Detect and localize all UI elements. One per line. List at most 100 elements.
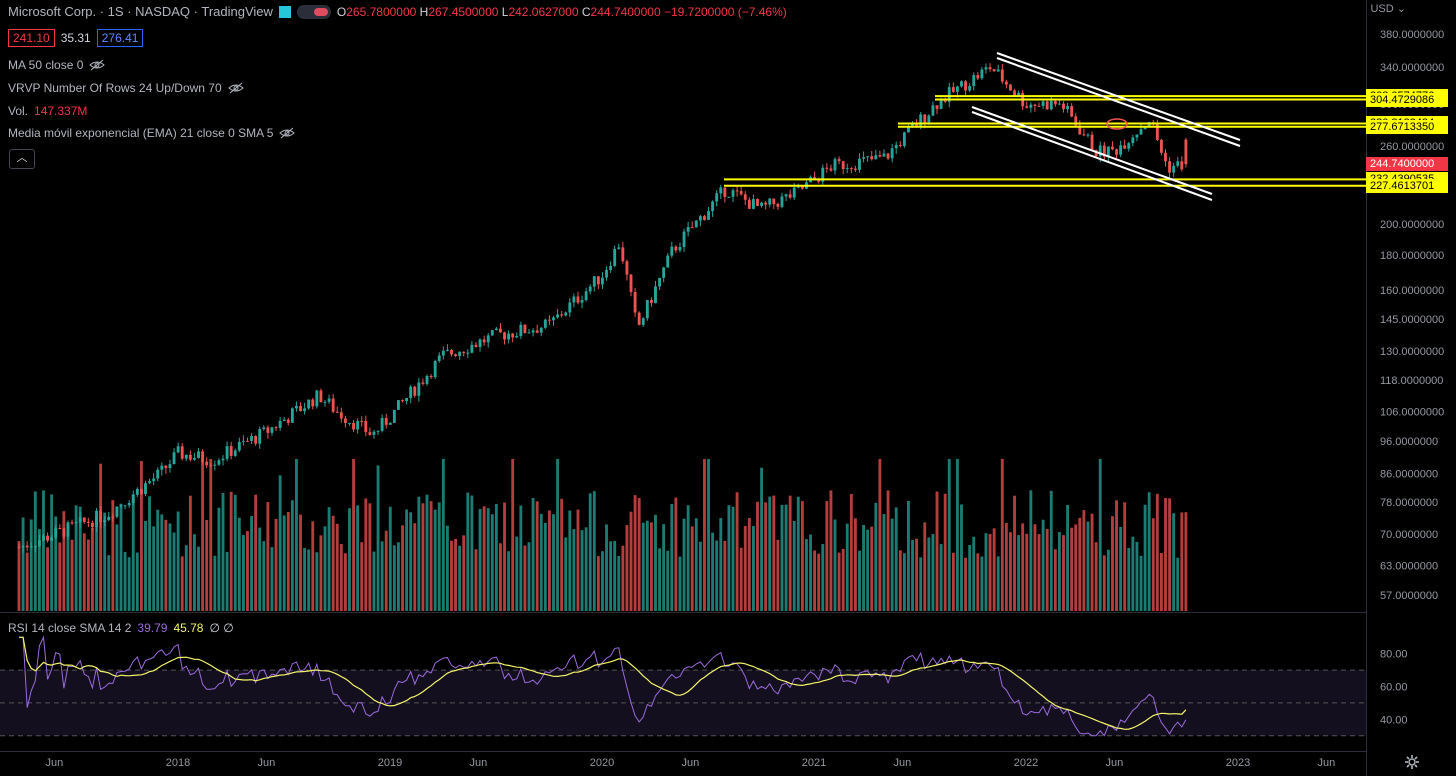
candle bbox=[352, 420, 355, 433]
candle-body bbox=[148, 481, 151, 484]
candle bbox=[1106, 146, 1110, 161]
candle-body bbox=[915, 124, 919, 127]
candle-body bbox=[711, 201, 715, 212]
candle bbox=[303, 402, 307, 415]
price-tick-label: 145.0000000 bbox=[1380, 314, 1444, 326]
price-tick-label: 180.0000000 bbox=[1380, 250, 1444, 262]
volume-bar bbox=[503, 502, 506, 611]
candle-body bbox=[213, 464, 217, 466]
collapse-legend-button[interactable]: ︿ bbox=[9, 149, 35, 169]
candle-body bbox=[193, 458, 196, 460]
candle-body bbox=[311, 399, 315, 407]
volume-bar bbox=[588, 493, 592, 611]
candle-body bbox=[339, 412, 343, 419]
candle bbox=[715, 190, 719, 207]
candle bbox=[1135, 134, 1139, 142]
ask-button[interactable]: 276.41 bbox=[96, 29, 144, 47]
candle-body bbox=[1004, 81, 1008, 85]
candle bbox=[135, 487, 139, 497]
candle bbox=[221, 455, 225, 466]
hidden-eye-icon[interactable] bbox=[89, 59, 106, 71]
candle-body bbox=[552, 317, 555, 321]
candle bbox=[368, 427, 372, 436]
volume-bar bbox=[441, 459, 445, 611]
ema-indicator-row[interactable]: Media móvil exponencial (EMA) 21 close 0… bbox=[8, 126, 296, 140]
candle bbox=[437, 352, 441, 363]
volume-bar bbox=[568, 510, 572, 611]
candle-body bbox=[731, 190, 735, 197]
candle-body bbox=[674, 246, 678, 251]
candle bbox=[849, 167, 853, 174]
candle-body bbox=[482, 339, 486, 343]
volume-bar bbox=[535, 501, 539, 611]
volume-bar bbox=[139, 461, 143, 611]
candle bbox=[46, 532, 49, 543]
volume-indicator-row[interactable]: Vol. 147.337M bbox=[8, 104, 87, 118]
volume-bar bbox=[494, 504, 498, 611]
volume-bars bbox=[17, 459, 1188, 611]
low-label: L bbox=[501, 4, 509, 19]
candle-body bbox=[686, 227, 690, 232]
price-tick-label: 130.0000000 bbox=[1380, 346, 1444, 358]
toggle-icon[interactable] bbox=[296, 4, 331, 19]
candle-body bbox=[703, 216, 706, 220]
volume-bar bbox=[1111, 516, 1114, 611]
candle bbox=[731, 188, 735, 203]
candle bbox=[617, 243, 621, 250]
candle bbox=[637, 311, 641, 326]
candle bbox=[1009, 84, 1012, 91]
candle bbox=[1062, 101, 1065, 113]
rsi-tick-label: 40.00 bbox=[1380, 714, 1408, 726]
volume-bar bbox=[511, 459, 515, 611]
volume-bar bbox=[662, 524, 666, 611]
candle-body bbox=[486, 335, 490, 343]
candle-body bbox=[42, 535, 45, 541]
last-price-tag: 244.7400000 bbox=[1366, 157, 1448, 172]
hidden-eye-icon[interactable] bbox=[279, 127, 296, 139]
candle-body bbox=[462, 351, 466, 353]
candle bbox=[845, 163, 849, 174]
candle-body bbox=[499, 328, 502, 333]
candle-body bbox=[535, 330, 539, 333]
candle-body bbox=[197, 451, 200, 459]
volume-bar bbox=[580, 530, 584, 611]
candle-body bbox=[1078, 125, 1082, 135]
candle bbox=[727, 196, 731, 198]
hidden-eye-icon[interactable] bbox=[227, 82, 244, 94]
candle-body bbox=[1041, 101, 1045, 106]
close-value: 244.7400000 bbox=[590, 4, 661, 19]
candle-body bbox=[246, 440, 249, 442]
flag-icon[interactable] bbox=[278, 5, 291, 18]
volume-bar bbox=[384, 530, 388, 611]
candle bbox=[658, 277, 661, 291]
candle bbox=[111, 513, 115, 522]
open-value: 265.7800000 bbox=[346, 4, 417, 19]
currency-selector[interactable]: USD ⌄ bbox=[1370, 3, 1406, 15]
volume-bar bbox=[307, 549, 311, 611]
candle-body bbox=[450, 349, 453, 355]
volume-bar bbox=[927, 537, 931, 611]
volume-bar bbox=[1127, 547, 1131, 611]
rsi-pane: 80.00 60.00 40.00 bbox=[0, 635, 1408, 737]
volume-bar bbox=[968, 544, 972, 611]
candle-body bbox=[1013, 90, 1016, 96]
vrvp-indicator-row[interactable]: VRVP Number Of Rows 24 Up/Down 70 bbox=[8, 81, 244, 95]
candle bbox=[629, 273, 633, 297]
volume-bar bbox=[290, 500, 294, 611]
volume-bar bbox=[890, 518, 894, 611]
candle bbox=[470, 341, 474, 354]
candle-body bbox=[878, 155, 882, 157]
candle bbox=[95, 508, 98, 533]
candle-body bbox=[1102, 145, 1106, 157]
candle-body bbox=[1164, 152, 1167, 162]
candle-body bbox=[1143, 126, 1147, 130]
candle bbox=[1029, 102, 1033, 113]
candle bbox=[947, 82, 951, 108]
rsi-legend-row[interactable]: RSI 14 close SMA 14 2 39.79 45.78 ∅ ∅ bbox=[8, 621, 234, 635]
candle-body bbox=[964, 81, 968, 91]
bid-button[interactable]: 241.10 bbox=[8, 29, 55, 47]
settings-gear-icon[interactable] bbox=[1404, 754, 1420, 770]
candle bbox=[870, 151, 874, 161]
ma-indicator-row[interactable]: MA 50 close 0 bbox=[8, 58, 106, 72]
